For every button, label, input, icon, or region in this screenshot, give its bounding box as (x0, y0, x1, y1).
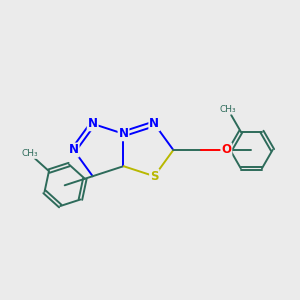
Text: N: N (69, 143, 79, 157)
Text: N: N (88, 117, 98, 130)
Text: S: S (150, 170, 159, 183)
Text: N: N (118, 127, 128, 140)
Text: CH₃: CH₃ (220, 105, 236, 114)
Text: CH₃: CH₃ (22, 149, 38, 158)
Text: O: O (221, 143, 231, 157)
Text: N: N (149, 117, 159, 130)
